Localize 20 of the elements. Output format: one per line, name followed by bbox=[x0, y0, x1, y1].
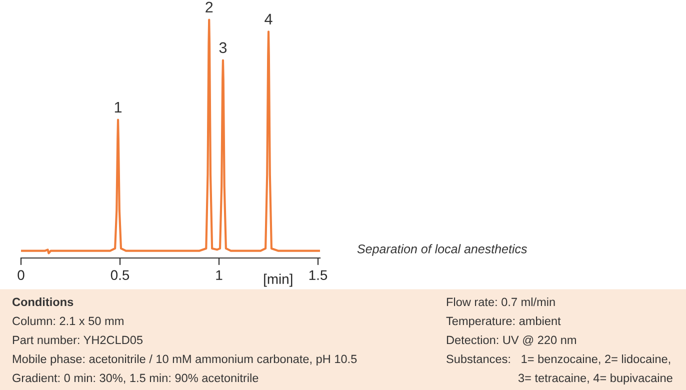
annotation: 3 bbox=[219, 42, 227, 54]
text: Mobile phase: acetonitrile / 10 mM ammonium carbonate, pH 10.5 bbox=[12, 354, 357, 366]
text: 3= tetracaine, 4= bupivacaine bbox=[518, 373, 672, 385]
x-tick-label: 1.5 bbox=[309, 270, 328, 280]
annotation: 4 bbox=[264, 14, 272, 24]
text: Temperature: ambient bbox=[446, 316, 561, 328]
x-tick-label: 1 bbox=[216, 270, 222, 280]
text: Column: 2.1 x 50 mm bbox=[12, 316, 124, 326]
text: Part number: YH2CLD05 bbox=[12, 335, 143, 344]
x-tick-label: 0.5 bbox=[110, 270, 130, 280]
text: Gradient: 0 min: 30%, 1.5 min: 90% acetonitrile bbox=[12, 373, 258, 384]
text: Separation of local anesthetics bbox=[357, 244, 527, 256]
text: Substances: 1= benzocaine, 2= lidocaine, bbox=[446, 354, 670, 365]
text: Flow rate: 0.7 ml/min bbox=[446, 297, 555, 306]
text: Detection: UV @ 220 nm bbox=[446, 335, 576, 346]
x-axis-title: [min] bbox=[264, 274, 292, 287]
text: Conditions bbox=[12, 297, 74, 306]
annotation: 2 bbox=[206, 2, 213, 12]
annotation: 1 bbox=[114, 102, 122, 112]
x-tick-label: 0 bbox=[18, 270, 24, 280]
